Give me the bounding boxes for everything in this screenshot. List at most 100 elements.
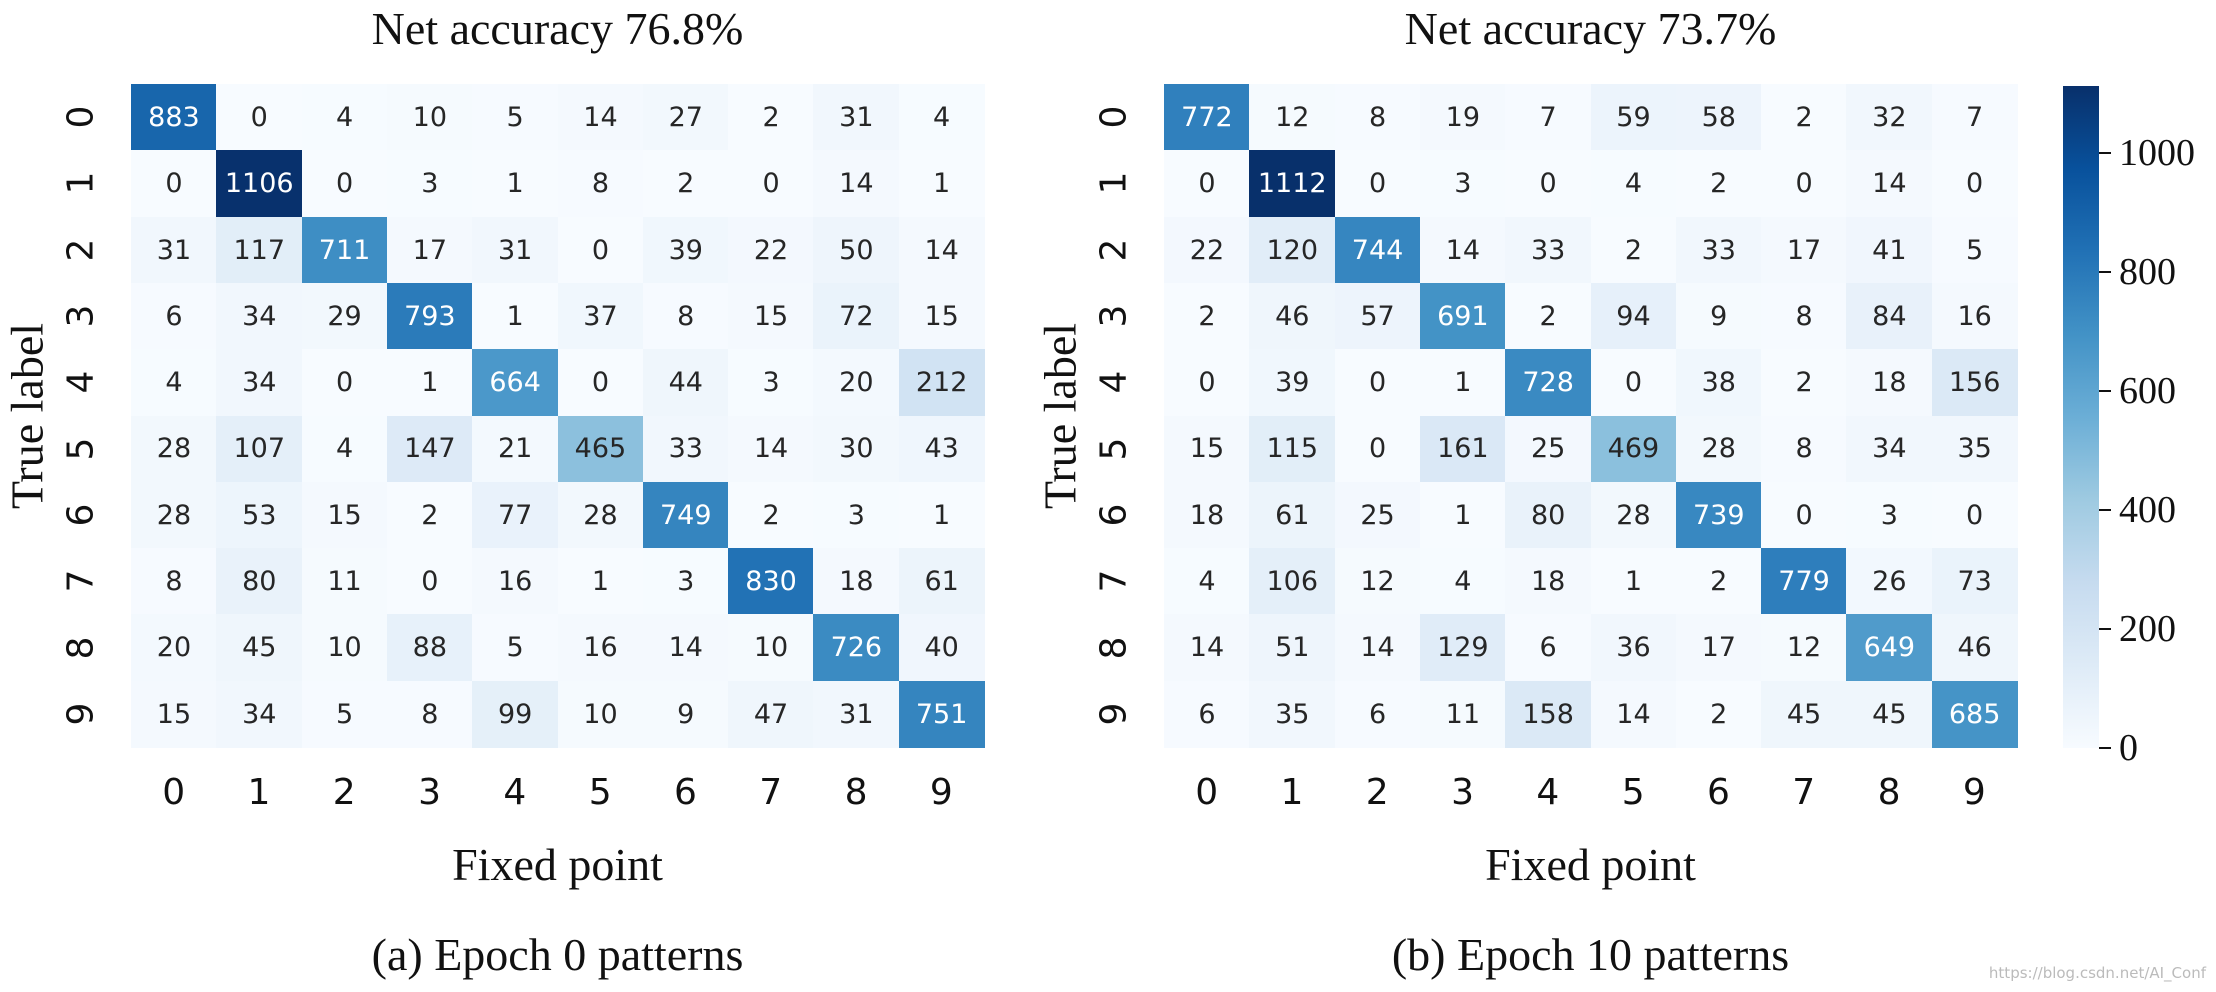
heatmap-cell[interactable]: 46 <box>1931 614 2018 682</box>
heatmap-cell[interactable]: 0 <box>1334 415 1421 483</box>
heatmap-cell[interactable]: 43 <box>898 415 985 483</box>
heatmap-cell[interactable]: 2 <box>1590 216 1677 284</box>
heatmap-cell[interactable]: 0 <box>557 216 644 284</box>
heatmap-cell[interactable]: 2 <box>1505 282 1592 350</box>
heatmap-cell[interactable]: 27 <box>642 84 729 151</box>
heatmap-cell[interactable]: 2 <box>1675 548 1762 615</box>
heatmap-cell[interactable]: 0 <box>1334 150 1421 218</box>
heatmap-cell[interactable]: 28 <box>557 481 644 549</box>
heatmap-cell[interactable]: 1 <box>1419 349 1506 417</box>
heatmap-cell[interactable]: 8 <box>557 150 644 218</box>
heatmap-cell[interactable]: 4 <box>301 415 388 483</box>
heatmap-cell[interactable]: 37 <box>557 282 644 350</box>
heatmap-cell[interactable]: 16 <box>557 614 644 682</box>
heatmap-cell[interactable]: 12 <box>1334 548 1421 615</box>
heatmap-cell[interactable]: 59 <box>1590 84 1677 151</box>
heatmap-cell[interactable]: 2 <box>1761 349 1847 417</box>
heatmap-cell[interactable]: 664 <box>472 349 559 417</box>
heatmap-cell[interactable]: 212 <box>898 349 985 417</box>
heatmap-cell[interactable]: 4 <box>1164 548 1250 615</box>
heatmap-cell[interactable]: 6 <box>1334 680 1421 748</box>
heatmap-cell[interactable]: 469 <box>1590 415 1677 483</box>
heatmap-cell[interactable]: 10 <box>301 614 388 682</box>
heatmap-cell[interactable]: 1 <box>1419 481 1506 549</box>
heatmap-cell[interactable]: 88 <box>386 614 473 682</box>
heatmap-cell[interactable]: 14 <box>1846 150 1933 218</box>
heatmap-cell[interactable]: 3 <box>813 481 900 549</box>
heatmap-cell[interactable]: 33 <box>1505 216 1592 284</box>
heatmap-cell[interactable]: 25 <box>1505 415 1592 483</box>
heatmap-cell[interactable]: 6 <box>1164 680 1250 748</box>
heatmap-cell[interactable]: 30 <box>813 415 900 483</box>
heatmap-cell[interactable]: 22 <box>728 216 814 284</box>
heatmap-cell[interactable]: 14 <box>557 84 644 151</box>
heatmap-cell[interactable]: 31 <box>131 216 217 284</box>
heatmap-cell[interactable]: 726 <box>813 614 900 682</box>
heatmap-cell[interactable]: 31 <box>813 680 900 748</box>
heatmap-cell[interactable]: 39 <box>1249 349 1336 417</box>
heatmap-cell[interactable]: 45 <box>216 614 303 682</box>
heatmap-cell[interactable]: 1 <box>557 548 644 615</box>
heatmap-cell[interactable]: 1106 <box>216 150 303 218</box>
heatmap-cell[interactable]: 28 <box>1675 415 1762 483</box>
heatmap-cell[interactable]: 4 <box>1590 150 1677 218</box>
heatmap-cell[interactable]: 1 <box>386 349 473 417</box>
heatmap-cell[interactable]: 1 <box>898 150 985 218</box>
heatmap-cell[interactable]: 22 <box>1164 216 1250 284</box>
heatmap-cell[interactable]: 94 <box>1590 282 1677 350</box>
heatmap-cell[interactable]: 744 <box>1334 216 1421 284</box>
heatmap-cell[interactable]: 32 <box>1846 84 1933 151</box>
heatmap-cell[interactable]: 6 <box>1505 614 1592 682</box>
heatmap-cell[interactable]: 17 <box>386 216 473 284</box>
heatmap-cell[interactable]: 33 <box>1675 216 1762 284</box>
heatmap-cell[interactable]: 129 <box>1419 614 1506 682</box>
heatmap-cell[interactable]: 0 <box>301 150 388 218</box>
heatmap-cell[interactable]: 1 <box>898 481 985 549</box>
heatmap-cell[interactable]: 3 <box>642 548 729 615</box>
heatmap-cell[interactable]: 728 <box>1505 349 1592 417</box>
heatmap-cell[interactable]: 16 <box>472 548 559 615</box>
heatmap-cell[interactable]: 8 <box>642 282 729 350</box>
heatmap-cell[interactable]: 35 <box>1931 415 2018 483</box>
heatmap-cell[interactable]: 0 <box>557 349 644 417</box>
heatmap-cell[interactable]: 14 <box>1334 614 1421 682</box>
heatmap-cell[interactable]: 18 <box>1164 481 1250 549</box>
heatmap-cell[interactable]: 16 <box>1931 282 2018 350</box>
heatmap-cell[interactable]: 749 <box>642 481 729 549</box>
heatmap-cell[interactable]: 751 <box>898 680 985 748</box>
heatmap-cell[interactable]: 106 <box>1249 548 1336 615</box>
heatmap-cell[interactable]: 14 <box>728 415 814 483</box>
heatmap-cell[interactable]: 0 <box>1164 349 1250 417</box>
heatmap-cell[interactable]: 61 <box>1249 481 1336 549</box>
heatmap-cell[interactable]: 14 <box>1590 680 1677 748</box>
heatmap-cell[interactable]: 99 <box>472 680 559 748</box>
heatmap-cell[interactable]: 25 <box>1334 481 1421 549</box>
heatmap-cell[interactable]: 0 <box>1761 481 1847 549</box>
heatmap-cell[interactable]: 26 <box>1846 548 1933 615</box>
heatmap-cell[interactable]: 711 <box>301 216 388 284</box>
heatmap-cell[interactable]: 0 <box>1164 150 1250 218</box>
heatmap-cell[interactable]: 0 <box>301 349 388 417</box>
heatmap-cell[interactable]: 84 <box>1846 282 1933 350</box>
heatmap-cell[interactable]: 2 <box>728 481 814 549</box>
heatmap-cell[interactable]: 44 <box>642 349 729 417</box>
heatmap-cell[interactable]: 57 <box>1334 282 1421 350</box>
heatmap-cell[interactable]: 7 <box>1505 84 1592 151</box>
heatmap-cell[interactable]: 20 <box>131 614 217 682</box>
heatmap-cell[interactable]: 2 <box>386 481 473 549</box>
heatmap-cell[interactable]: 3 <box>1846 481 1933 549</box>
heatmap-cell[interactable]: 0 <box>216 84 303 151</box>
heatmap-cell[interactable]: 0 <box>1590 349 1677 417</box>
heatmap-cell[interactable]: 8 <box>131 548 217 615</box>
heatmap-cell[interactable]: 0 <box>1931 150 2018 218</box>
heatmap-cell[interactable]: 34 <box>216 282 303 350</box>
heatmap-cell[interactable]: 5 <box>1931 216 2018 284</box>
heatmap-cell[interactable]: 4 <box>898 84 985 151</box>
heatmap-cell[interactable]: 35 <box>1249 680 1336 748</box>
heatmap-cell[interactable]: 77 <box>472 481 559 549</box>
heatmap-cell[interactable]: 2 <box>1164 282 1250 350</box>
heatmap-cell[interactable]: 10 <box>728 614 814 682</box>
heatmap-cell[interactable]: 9 <box>642 680 729 748</box>
heatmap-cell[interactable]: 14 <box>642 614 729 682</box>
heatmap-cell[interactable]: 8 <box>386 680 473 748</box>
